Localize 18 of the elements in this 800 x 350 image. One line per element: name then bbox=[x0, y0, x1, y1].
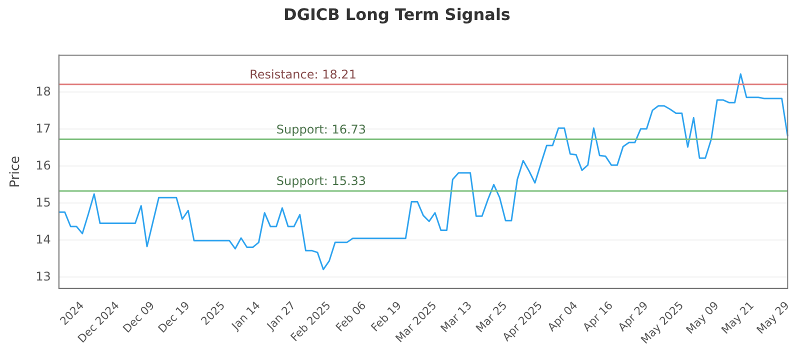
y-tick-label: 15 bbox=[36, 195, 51, 210]
x-tick-label: Mar 13 bbox=[438, 298, 474, 336]
x-tick-label: Feb 06 bbox=[333, 298, 369, 334]
ref-line-label: Resistance: 18.21 bbox=[250, 68, 356, 82]
y-tick-label: 17 bbox=[36, 121, 51, 136]
y-tick-label: 14 bbox=[36, 232, 51, 246]
x-tick-label: Apr 04 bbox=[545, 298, 580, 334]
ref-line-label: Support: 15.33 bbox=[276, 174, 366, 188]
y-tick-label: 16 bbox=[36, 158, 51, 172]
x-tick-label: Dec 19 bbox=[156, 298, 192, 336]
x-tick-label: Jan 14 bbox=[228, 298, 263, 334]
y-tick-label: 13 bbox=[36, 269, 51, 284]
y-tick-label: 18 bbox=[36, 84, 51, 98]
y-axis-title: Price bbox=[8, 156, 24, 188]
chart-title: DGICB Long Term Signals bbox=[284, 4, 510, 24]
ref-line-label: Support: 16.73 bbox=[276, 122, 366, 136]
x-tick-label: Dec 09 bbox=[120, 298, 158, 336]
x-tick-label: Apr 16 bbox=[580, 298, 616, 334]
